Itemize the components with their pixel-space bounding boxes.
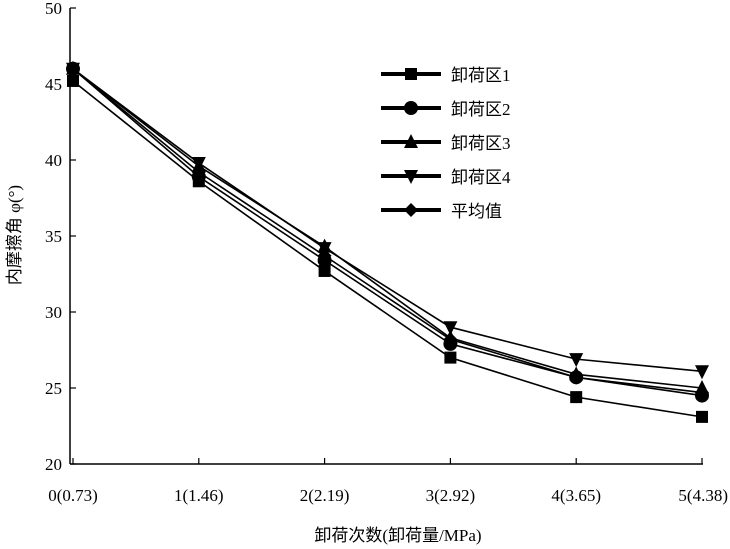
data-point bbox=[67, 74, 79, 87]
x-axis-title: 卸荷次数(卸荷量/MPa) bbox=[314, 526, 481, 545]
series-line bbox=[72, 68, 703, 397]
legend-label: 平均值 bbox=[451, 202, 502, 221]
legend-item-4: 卸荷区4 bbox=[381, 168, 511, 187]
data-point bbox=[66, 61, 80, 76]
series-4 bbox=[66, 62, 709, 380]
data-point bbox=[695, 385, 709, 400]
data-point bbox=[570, 391, 583, 404]
data-point bbox=[191, 165, 206, 180]
legend-label: 卸荷区4 bbox=[451, 168, 511, 187]
legend-label: 卸荷区2 bbox=[451, 100, 511, 119]
legend-item-2: 卸荷区2 bbox=[381, 100, 511, 119]
y-tick-label: 20 bbox=[45, 455, 62, 474]
legend-label: 卸荷区3 bbox=[451, 134, 511, 153]
x-tick-label: 4(3.65) bbox=[551, 486, 601, 505]
y-tick-label: 40 bbox=[45, 151, 62, 170]
series-line bbox=[72, 68, 703, 394]
data-point bbox=[443, 332, 458, 347]
data-point bbox=[569, 353, 584, 368]
series-line bbox=[72, 68, 703, 389]
legend-item-1: 卸荷区1 bbox=[381, 66, 511, 85]
legend: 卸荷区1 卸荷区2 卸荷区3 卸荷区4 平均值 bbox=[381, 66, 511, 221]
x-tick-label: 3(2.92) bbox=[426, 486, 476, 505]
x-tick-label: 5(4.38) bbox=[678, 486, 728, 505]
data-point bbox=[191, 157, 206, 172]
y-tick-label: 45 bbox=[45, 75, 62, 94]
y-tick-label: 50 bbox=[45, 0, 62, 18]
data-point bbox=[696, 410, 708, 423]
y-tick-label: 30 bbox=[45, 303, 62, 322]
data-point bbox=[318, 264, 331, 277]
data-point bbox=[317, 248, 332, 263]
legend-marker bbox=[404, 134, 418, 148]
x-tick-label: 0(0.73) bbox=[48, 486, 98, 505]
series-3 bbox=[66, 60, 709, 394]
x-tick-label: 1(1.46) bbox=[174, 486, 224, 505]
y-tick-label: 25 bbox=[45, 379, 62, 398]
axes: 20 25 30 35 40 45 50 0(0.73) 1(1.46) 2(2.19) 3(2.9… bbox=[45, 0, 728, 505]
legend-item-5: 平均值 bbox=[381, 202, 502, 221]
legend-marker bbox=[404, 170, 418, 184]
data-point bbox=[444, 351, 457, 364]
data-point bbox=[569, 370, 584, 385]
legend-item-3: 卸荷区3 bbox=[381, 134, 511, 153]
legend-label: 卸荷区1 bbox=[451, 66, 511, 85]
series-2 bbox=[66, 61, 709, 403]
series-5 bbox=[66, 61, 709, 400]
y-tick-label: 35 bbox=[45, 227, 62, 246]
series-line bbox=[72, 68, 703, 373]
series-layer bbox=[66, 60, 709, 423]
series-line bbox=[72, 80, 703, 418]
data-point bbox=[695, 365, 709, 380]
data-point bbox=[443, 321, 458, 336]
series-1 bbox=[67, 74, 708, 423]
legend-marker bbox=[404, 101, 418, 115]
legend-marker bbox=[404, 203, 418, 217]
y-axis-title: 内摩擦角 φ(°) bbox=[5, 185, 24, 285]
legend-marker bbox=[405, 68, 417, 80]
x-tick-label: 2(2.19) bbox=[300, 486, 350, 505]
